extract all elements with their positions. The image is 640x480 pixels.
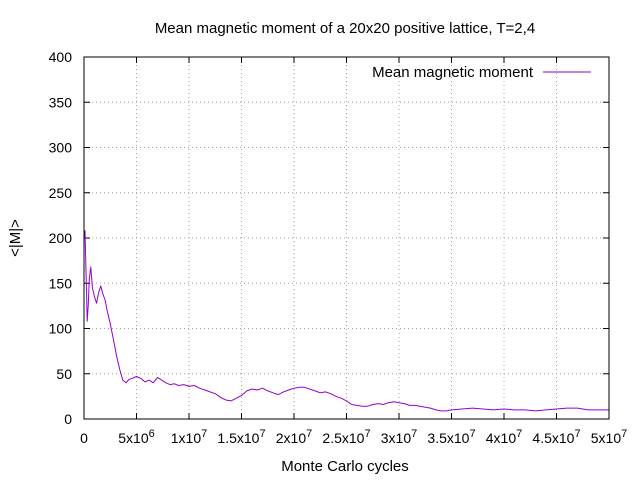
x-axis: 0 5x106 1x107 1.5x107 2x107 2.5x107 3x107 3.5x1… (80, 57, 627, 446)
series-line (83, 230, 609, 412)
y-tick-label: 150 (49, 275, 73, 291)
x-tick-label: 0 (80, 430, 88, 446)
x-tick-label: 4x107 (486, 428, 522, 446)
y-tick-label: 350 (49, 94, 73, 110)
x-tick-label: 5x106 (118, 428, 154, 446)
plot-area (83, 230, 609, 412)
y-tick-label: 200 (49, 230, 73, 246)
chart-title: Mean magnetic moment of a 20x20 positive… (155, 20, 535, 37)
x-axis-label: Monte Carlo cycles (281, 458, 409, 475)
x-tick-label: 4.5x107 (532, 428, 580, 446)
x-tick-label: 1x107 (171, 428, 207, 446)
legend-label: Mean magnetic moment (372, 64, 534, 81)
x-tick-label: 2.5x107 (322, 428, 370, 446)
y-tick-label: 50 (56, 366, 72, 382)
x-tick-label: 3.5x107 (427, 428, 475, 446)
x-tick-label: 1.5x107 (217, 428, 265, 446)
y-tick-label: 100 (49, 321, 73, 337)
y-tick-label: 250 (49, 185, 73, 201)
x-tick-label: 2x107 (276, 428, 312, 446)
y-tick-label: 0 (64, 411, 72, 427)
x-tick-label: 5x107 (591, 428, 627, 446)
y-axis: 0 50 100 150 200 250 300 350 400 (49, 49, 609, 427)
grid (84, 57, 609, 419)
y-tick-label: 300 (49, 140, 73, 156)
legend: Mean magnetic moment (372, 64, 591, 81)
x-tick-label: 3x107 (381, 428, 417, 446)
y-axis-label: <|M|> (7, 219, 24, 257)
plot-border (83, 56, 610, 420)
y-tick-label: 400 (49, 49, 73, 65)
